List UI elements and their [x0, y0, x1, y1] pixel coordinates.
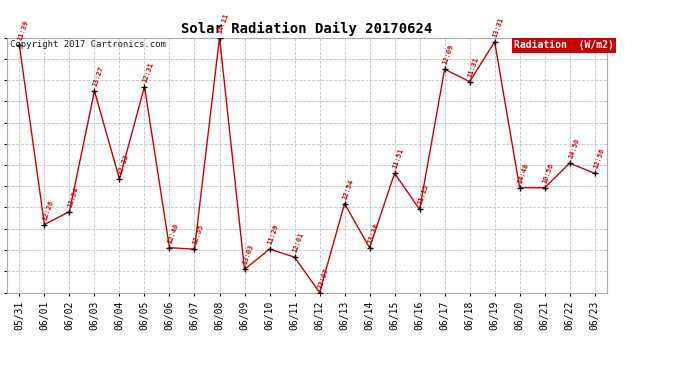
Text: 13:03: 13:03 [242, 244, 255, 266]
Text: 12:09: 12:09 [442, 44, 455, 66]
Text: 13:38: 13:38 [367, 222, 380, 244]
Text: 10:56: 10:56 [542, 162, 555, 184]
Title: Solar Radiation Daily 20170624: Solar Radiation Daily 20170624 [181, 22, 433, 36]
Text: 13:31: 13:31 [492, 16, 505, 38]
Text: 12:56: 12:56 [592, 148, 605, 170]
Text: 14:48: 14:48 [518, 162, 530, 184]
Text: 12:40: 12:40 [167, 222, 180, 244]
Text: 12:31: 12:31 [142, 61, 155, 83]
Text: Radiation  (W/m2): Radiation (W/m2) [514, 40, 614, 50]
Text: 14:50: 14:50 [567, 138, 580, 160]
Text: 12:26: 12:26 [42, 199, 55, 221]
Text: Copyright 2017 Cartronics.com: Copyright 2017 Cartronics.com [10, 40, 166, 49]
Text: 13:27: 13:27 [92, 65, 105, 87]
Text: 11:51: 11:51 [392, 148, 405, 170]
Text: 11:29: 11:29 [267, 224, 280, 246]
Text: 11:31: 11:31 [467, 56, 480, 78]
Text: 12:33: 12:33 [117, 153, 130, 176]
Text: 14:11: 14:11 [217, 12, 230, 34]
Text: 12:07: 12:07 [317, 267, 330, 289]
Text: 12:01: 12:01 [292, 231, 305, 254]
Text: 11:15: 11:15 [417, 184, 430, 206]
Text: 12:55: 12:55 [192, 224, 205, 246]
Text: 11:39: 11:39 [17, 20, 30, 42]
Text: 13:34: 13:34 [67, 186, 80, 208]
Text: 12:54: 12:54 [342, 178, 355, 200]
